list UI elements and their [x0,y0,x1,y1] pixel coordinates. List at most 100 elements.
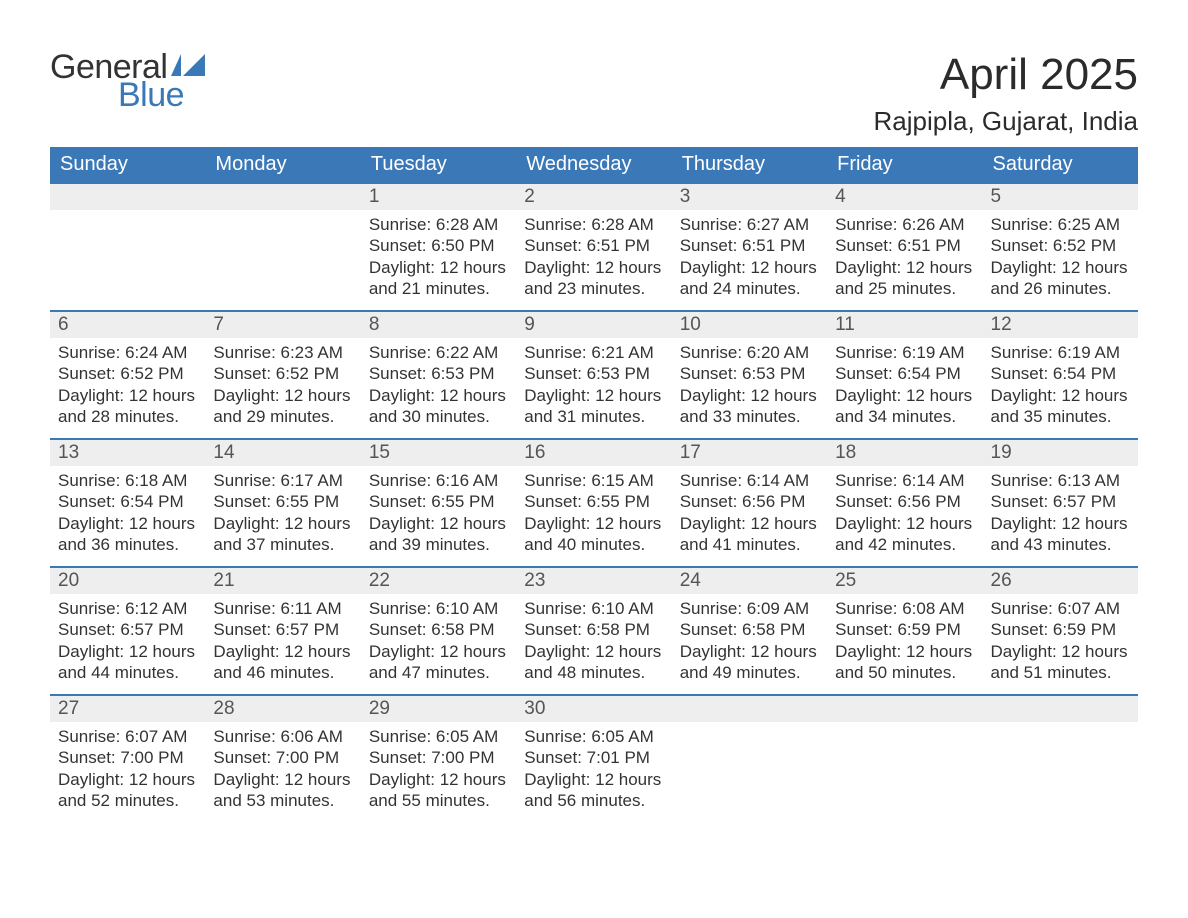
day-header: Thursday [672,147,827,182]
calendar-day-cell: 4Sunrise: 6:26 AMSunset: 6:51 PMDaylight… [827,182,982,310]
daylight-line-2: and 33 minutes. [680,406,819,427]
calendar-page: General Blue April 2025 Rajpipla, Gujara… [0,0,1188,862]
sunset-line: Sunset: 7:00 PM [213,747,352,768]
day-details: Sunrise: 6:05 AMSunset: 7:01 PMDaylight:… [516,722,671,819]
day-number-bar: 6 [50,310,205,338]
day-number-bar: 17 [672,438,827,466]
sunrise-line: Sunrise: 6:15 AM [524,470,663,491]
location-subtitle: Rajpipla, Gujarat, India [874,106,1138,137]
calendar-day-cell: . [983,694,1138,822]
daylight-line-1: Daylight: 12 hours [369,769,508,790]
daylight-line-1: Daylight: 12 hours [524,385,663,406]
calendar-day-cell: . [205,182,360,310]
day-details: Sunrise: 6:26 AMSunset: 6:51 PMDaylight:… [827,210,982,307]
daylight-line-1: Daylight: 12 hours [991,513,1130,534]
calendar-day-cell: 16Sunrise: 6:15 AMSunset: 6:55 PMDayligh… [516,438,671,566]
sunset-line: Sunset: 6:58 PM [369,619,508,640]
calendar-day-cell: 10Sunrise: 6:20 AMSunset: 6:53 PMDayligh… [672,310,827,438]
day-number-bar: 23 [516,566,671,594]
day-number-bar: 5 [983,182,1138,210]
day-details: Sunrise: 6:28 AMSunset: 6:51 PMDaylight:… [516,210,671,307]
sunrise-line: Sunrise: 6:16 AM [369,470,508,491]
calendar-day-cell: 1Sunrise: 6:28 AMSunset: 6:50 PMDaylight… [361,182,516,310]
day-details: Sunrise: 6:14 AMSunset: 6:56 PMDaylight:… [672,466,827,563]
daylight-line-1: Daylight: 12 hours [213,513,352,534]
day-details: Sunrise: 6:21 AMSunset: 6:53 PMDaylight:… [516,338,671,435]
month-title: April 2025 [874,50,1138,100]
sunset-line: Sunset: 6:56 PM [680,491,819,512]
sunset-line: Sunset: 6:57 PM [991,491,1130,512]
calendar-day-cell: 19 Sunrise: 6:13 AMSunset: 6:57 PMDayligh… [983,438,1138,566]
daylight-line-2: and 50 minutes. [835,662,974,683]
sunrise-line: Sunrise: 6:27 AM [680,214,819,235]
day-number-bar: 19 [983,438,1138,466]
day-details: Sunrise: 6:17 AMSunset: 6:55 PMDaylight:… [205,466,360,563]
day-details: Sunrise: 6:15 AMSunset: 6:55 PMDaylight:… [516,466,671,563]
day-number-bar: 20 [50,566,205,594]
day-details: Sunrise: 6:19 AMSunset: 6:54 PMDaylight:… [827,338,982,435]
sunrise-line: Sunrise: 6:13 AM [991,470,1130,491]
day-number-bar: 3 [672,182,827,210]
daylight-line-1: Daylight: 12 hours [58,641,197,662]
sunrise-line: Sunrise: 6:26 AM [835,214,974,235]
daylight-line-2: and 40 minutes. [524,534,663,555]
daylight-line-2: and 37 minutes. [213,534,352,555]
sunrise-line: Sunrise: 6:10 AM [524,598,663,619]
day-number-bar: 7 [205,310,360,338]
daylight-line-2: and 34 minutes. [835,406,974,427]
calendar-day-cell: . [827,694,982,822]
sunrise-line: Sunrise: 6:28 AM [369,214,508,235]
sunrise-line: Sunrise: 6:17 AM [213,470,352,491]
sunrise-line: Sunrise: 6:24 AM [58,342,197,363]
daylight-line-2: and 53 minutes. [213,790,352,811]
daylight-line-1: Daylight: 12 hours [369,257,508,278]
calendar-day-cell: . [672,694,827,822]
day-details: Sunrise: 6:18 AMSunset: 6:54 PMDaylight:… [50,466,205,563]
sunset-line: Sunset: 6:56 PM [835,491,974,512]
sunset-line: Sunset: 6:51 PM [524,235,663,256]
day-number-bar: 9 [516,310,671,338]
day-details: Sunrise: 6:08 AMSunset: 6:59 PMDaylight:… [827,594,982,691]
daylight-line-1: Daylight: 12 hours [835,513,974,534]
daylight-line-2: and 29 minutes. [213,406,352,427]
calendar-day-cell: 6 Sunrise: 6:24 AMSunset: 6:52 PMDaylight… [50,310,205,438]
day-details: Sunrise: 6:10 AMSunset: 6:58 PMDaylight:… [361,594,516,691]
sunset-line: Sunset: 6:53 PM [524,363,663,384]
sunrise-line: Sunrise: 6:05 AM [369,726,508,747]
sunset-line: Sunset: 6:53 PM [680,363,819,384]
calendar-day-cell: 9Sunrise: 6:21 AMSunset: 6:53 PMDaylight… [516,310,671,438]
daylight-line-2: and 44 minutes. [58,662,197,683]
daylight-line-2: and 21 minutes. [369,278,508,299]
day-header: Friday [827,147,982,182]
calendar-day-cell: 15Sunrise: 6:16 AMSunset: 6:55 PMDayligh… [361,438,516,566]
day-number-bar: . [50,182,205,210]
sunrise-line: Sunrise: 6:05 AM [524,726,663,747]
calendar-day-cell: 30Sunrise: 6:05 AMSunset: 7:01 PMDayligh… [516,694,671,822]
calendar-day-cell: 22Sunrise: 6:10 AMSunset: 6:58 PMDayligh… [361,566,516,694]
calendar-day-cell: 17Sunrise: 6:14 AMSunset: 6:56 PMDayligh… [672,438,827,566]
sunset-line: Sunset: 6:52 PM [58,363,197,384]
daylight-line-1: Daylight: 12 hours [835,257,974,278]
sunset-line: Sunset: 6:55 PM [213,491,352,512]
day-number-bar: 11 [827,310,982,338]
day-number-bar: 28 [205,694,360,722]
sunrise-line: Sunrise: 6:23 AM [213,342,352,363]
day-number-bar: 14 [205,438,360,466]
sunrise-line: Sunrise: 6:21 AM [524,342,663,363]
calendar-head: SundayMondayTuesdayWednesdayThursdayFrid… [50,147,1138,182]
daylight-line-2: and 35 minutes. [991,406,1130,427]
daylight-line-1: Daylight: 12 hours [58,385,197,406]
daylight-line-1: Daylight: 12 hours [680,641,819,662]
day-details: Sunrise: 6:11 AMSunset: 6:57 PMDaylight:… [205,594,360,691]
daylight-line-2: and 24 minutes. [680,278,819,299]
calendar-body: ..1Sunrise: 6:28 AMSunset: 6:50 PMDaylig… [50,182,1138,822]
daylight-line-2: and 39 minutes. [369,534,508,555]
daylight-line-1: Daylight: 12 hours [680,385,819,406]
calendar-day-cell: 7Sunrise: 6:23 AMSunset: 6:52 PMDaylight… [205,310,360,438]
day-number-bar: 27 [50,694,205,722]
day-number-bar: 18 [827,438,982,466]
daylight-line-1: Daylight: 12 hours [680,513,819,534]
sunset-line: Sunset: 6:59 PM [991,619,1130,640]
daylight-line-1: Daylight: 12 hours [835,385,974,406]
sunset-line: Sunset: 6:52 PM [991,235,1130,256]
